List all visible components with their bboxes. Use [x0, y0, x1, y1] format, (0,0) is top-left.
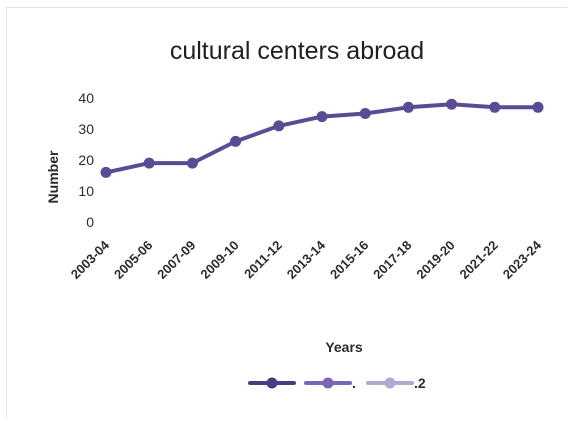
chart-title: cultural centers abroad: [170, 37, 424, 65]
data-point-2023-24: [532, 101, 544, 113]
data-point-2003-04: [100, 166, 112, 178]
series-layer: [100, 98, 544, 178]
chart-frame: [6, 7, 567, 417]
data-point-2019-20: [446, 98, 458, 110]
x-tick-label-2021-22: 2021-22: [457, 238, 501, 282]
legend-marker-2: [384, 377, 396, 389]
legend-label-1: .: [352, 375, 356, 391]
legend-marker-0: [266, 377, 278, 389]
y-tick-label-30: 30: [78, 121, 94, 137]
x-tick-label-2019-20: 2019-20: [413, 238, 457, 282]
data-point-2005-06: [143, 157, 155, 169]
y-tick-label-0: 0: [86, 214, 94, 230]
legend-label-2: .2: [414, 375, 426, 391]
x-tick-label-2013-14: 2013-14: [284, 237, 329, 282]
x-axis-label: Years: [325, 339, 363, 355]
data-point-2009-10: [230, 135, 242, 147]
x-tick-label-2017-18: 2017-18: [370, 238, 414, 282]
data-point-2007-09: [186, 157, 198, 169]
x-tick-label-2007-09: 2007-09: [154, 238, 198, 282]
data-point-2013-14: [316, 111, 328, 123]
data-point-2017-18: [402, 101, 414, 113]
legend: . .2: [248, 375, 426, 391]
data-point-2021-22: [489, 101, 501, 113]
data-point-2011-12: [273, 120, 285, 132]
x-tick-label-2015-16: 2015-16: [327, 238, 371, 282]
x-tick-label-2011-12: 2011-12: [241, 238, 285, 282]
y-tick-label-10: 10: [78, 183, 94, 199]
data-point-2015-16: [359, 108, 371, 119]
x-tick-label-2023-24: 2023-24: [500, 237, 545, 282]
x-tick-label-2005-06: 2005-06: [111, 238, 155, 282]
y-axis-label: Number: [45, 150, 61, 203]
x-tick-label-2009-10: 2009-10: [197, 238, 241, 282]
y-tick-label-40: 40: [78, 90, 94, 106]
y-axis-ticks: 0 10 20 30 40: [78, 90, 94, 230]
y-tick-label-20: 20: [78, 152, 94, 168]
legend-marker-1: [322, 377, 334, 389]
x-tick-label-2003-04: 2003-04: [68, 237, 113, 282]
